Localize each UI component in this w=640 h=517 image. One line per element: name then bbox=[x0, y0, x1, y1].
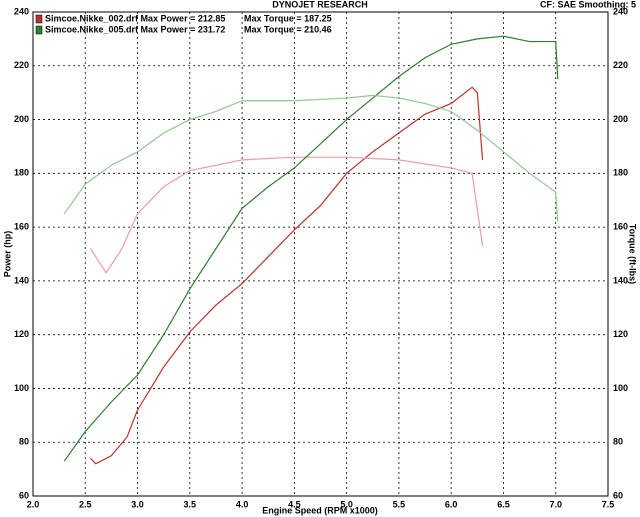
y2-tick-label: 200 bbox=[613, 114, 628, 124]
legend-label: Max Torque = 210.46 bbox=[244, 24, 332, 34]
y-axis-label: Power (hp) bbox=[2, 231, 12, 278]
y2-tick-label: 240 bbox=[613, 6, 628, 16]
x-tick-label: 3.5 bbox=[184, 499, 197, 509]
series-line bbox=[63, 94, 559, 222]
legend-label: Max Torque = 187.25 bbox=[244, 13, 332, 23]
legend-swatch bbox=[35, 25, 43, 35]
x-tick-label: 3.0 bbox=[131, 499, 144, 509]
y2-tick-label: 160 bbox=[613, 221, 628, 231]
y2-axis-label: Torque (ft-lbs) bbox=[628, 224, 638, 284]
chart-title: DYNOJET RESEARCH bbox=[272, 0, 368, 9]
x-tick-label: 5.0 bbox=[340, 499, 353, 509]
x-tick-label: 2.0 bbox=[27, 499, 40, 509]
chart-subtitle: CF: SAE Smoothing: 5 bbox=[540, 0, 636, 9]
y-tick-label: 120 bbox=[14, 329, 29, 339]
x-tick-label: 7.0 bbox=[549, 499, 562, 509]
x-tick-label: 6.0 bbox=[445, 499, 458, 509]
legend-swatch bbox=[35, 14, 43, 24]
series-line bbox=[90, 86, 484, 465]
y-tick-label: 160 bbox=[14, 221, 29, 231]
plot-border bbox=[32, 11, 609, 497]
x-tick-label: 4.0 bbox=[236, 499, 249, 509]
legend-label: Simcoe.Nikke_002.drf Max Power = 212.85 bbox=[45, 13, 225, 23]
y-tick-label: 240 bbox=[14, 6, 29, 16]
y2-tick-label: 100 bbox=[613, 383, 628, 393]
y-tick-label: 200 bbox=[14, 114, 29, 124]
y2-tick-label: 120 bbox=[613, 329, 628, 339]
y-tick-label: 180 bbox=[14, 168, 29, 178]
y-tick-label: 100 bbox=[14, 383, 29, 393]
series-line bbox=[63, 35, 559, 462]
y2-tick-label: 140 bbox=[613, 275, 628, 285]
y-tick-label: 220 bbox=[14, 60, 29, 70]
x-tick-label: 7.5 bbox=[602, 499, 615, 509]
x-tick-label: 2.5 bbox=[79, 499, 92, 509]
series-line bbox=[89, 156, 484, 274]
y-tick-label: 60 bbox=[19, 490, 29, 500]
y2-tick-label: 180 bbox=[613, 168, 628, 178]
y2-tick-label: 60 bbox=[613, 490, 623, 500]
legend-label: Simcoe.Nikke_005.drf Max Power = 231.72 bbox=[45, 24, 225, 34]
y-tick-label: 80 bbox=[19, 437, 29, 447]
x-tick-label: 5.5 bbox=[393, 499, 406, 509]
x-tick-label: 6.5 bbox=[497, 499, 510, 509]
y2-tick-label: 80 bbox=[613, 437, 623, 447]
y-tick-label: 140 bbox=[14, 275, 29, 285]
x-tick-label: 4.5 bbox=[288, 499, 301, 509]
x-axis-label: Engine Speed (RPM x1000) bbox=[262, 505, 378, 515]
y2-tick-label: 220 bbox=[613, 60, 628, 70]
